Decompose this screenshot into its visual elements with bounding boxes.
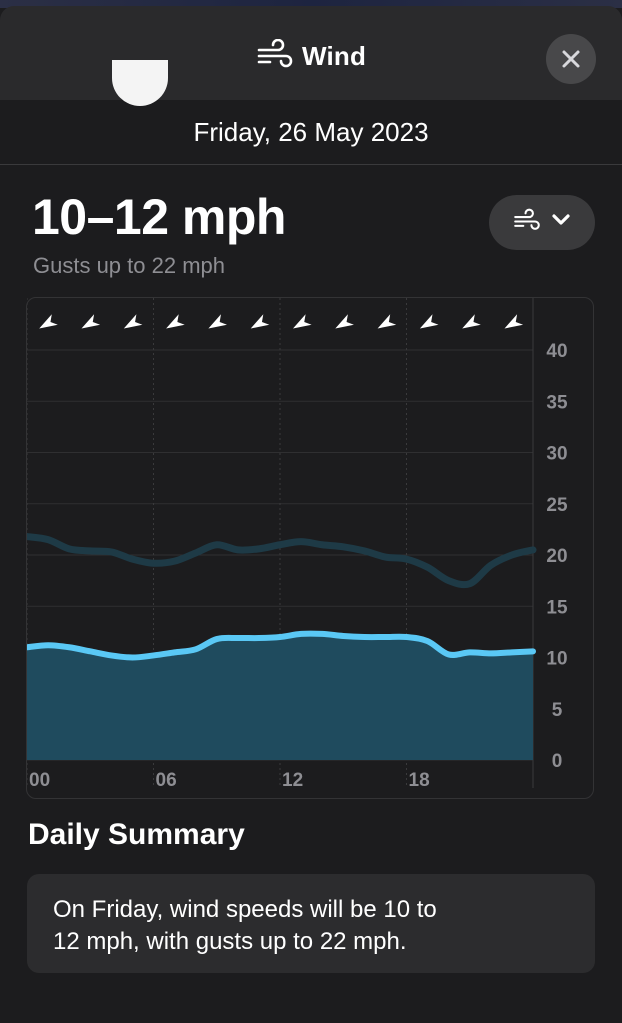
wind-direction-arrow-shape <box>166 314 185 329</box>
wind-direction-arrow-shape <box>123 314 143 329</box>
wind-direction-arrow <box>250 314 270 329</box>
chevron-down-icon <box>551 213 571 232</box>
wind-speed-line <box>27 630 536 661</box>
close-icon <box>562 50 580 68</box>
wind-direction-arrow-shape <box>377 314 397 329</box>
wind-direction-arrow-shape <box>504 314 524 329</box>
x-tick-label: 18 <box>409 770 430 791</box>
wind-direction-arrow-shape <box>335 314 354 329</box>
wind-direction-arrow <box>81 314 101 329</box>
selected-day-marker <box>112 60 168 106</box>
wind-direction-arrow <box>335 314 354 329</box>
wind-speed-area <box>27 633 533 760</box>
wind-direction-arrow-shape <box>293 314 312 329</box>
sheet-title-text: Wind <box>301 40 367 71</box>
wind-direction-arrow <box>39 314 58 329</box>
wind-speed-value: 10–12 mph <box>32 189 286 245</box>
wind-direction-arrow <box>208 314 227 329</box>
y-tick-label: 40 <box>546 341 567 362</box>
y-tick-label: 10 <box>546 649 567 670</box>
wind-direction-arrow <box>504 314 524 329</box>
y-tick-label: 35 <box>546 392 568 413</box>
wind-direction-arrow <box>293 314 312 329</box>
daily-summary-card: On Friday, wind speeds will be 10 to 12 … <box>27 874 595 973</box>
gust-line <box>27 533 537 589</box>
selected-date: Friday, 26 May 2023 <box>0 100 622 165</box>
y-tick-label: 15 <box>546 597 568 618</box>
y-tick-label: 20 <box>546 546 567 567</box>
wind-direction-arrow <box>123 314 143 329</box>
x-tick-label: 00 <box>29 770 50 791</box>
daily-summary-text-line2: 12 mph, with gusts up to 22 mph. <box>53 928 407 955</box>
y-tick-label: 30 <box>546 444 567 465</box>
sheet-title: Wind <box>0 36 622 76</box>
wind-icon <box>256 38 294 74</box>
wind-direction-arrow-shape <box>462 314 481 329</box>
daily-summary-text-line1: On Friday, wind speeds will be 10 to <box>53 896 437 923</box>
x-tick-label: 06 <box>156 770 177 791</box>
y-tick-label: 0 <box>552 751 563 772</box>
y-tick-label: 25 <box>546 495 568 516</box>
metric-selector-button[interactable] <box>489 195 595 250</box>
wind-direction-arrow-shape <box>81 314 101 329</box>
wind-direction-arrow <box>462 314 481 329</box>
wind-chart[interactable]: 0 5 10 15 20 25 30 35 40 00 06 12 18 <box>26 297 594 799</box>
wind-icon <box>513 208 541 237</box>
wind-direction-arrow-shape <box>39 314 58 329</box>
wind-chart-svg: 0 5 10 15 20 25 30 35 40 00 06 12 18 <box>27 298 568 791</box>
x-tick-label: 12 <box>282 770 303 791</box>
wind-direction-arrow <box>419 314 439 329</box>
sheet-header: Wind <box>0 6 622 100</box>
wind-direction-arrow-shape <box>208 314 227 329</box>
y-tick-label: 5 <box>552 700 563 721</box>
gusts-value: Gusts up to 22 mph <box>33 253 225 278</box>
close-button[interactable] <box>546 34 596 84</box>
wind-direction-arrow-shape <box>419 314 439 329</box>
wind-direction-arrow <box>166 314 185 329</box>
wind-direction-arrow-shape <box>250 314 270 329</box>
background-strip <box>0 0 622 8</box>
wind-direction-arrow <box>377 314 397 329</box>
daily-summary-heading: Daily Summary <box>28 818 245 851</box>
